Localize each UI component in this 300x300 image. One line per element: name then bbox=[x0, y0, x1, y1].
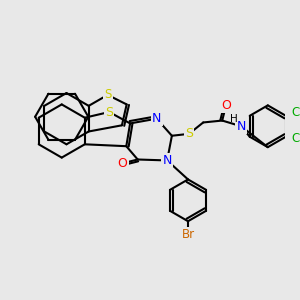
Text: Cl: Cl bbox=[292, 132, 300, 145]
Text: H: H bbox=[230, 114, 238, 124]
Text: S: S bbox=[104, 88, 111, 101]
Text: O: O bbox=[118, 157, 128, 170]
Text: N: N bbox=[152, 112, 161, 125]
Text: O: O bbox=[221, 99, 231, 112]
Text: S: S bbox=[185, 128, 193, 140]
Text: N: N bbox=[236, 120, 246, 133]
Text: Br: Br bbox=[182, 228, 195, 241]
Text: Cl: Cl bbox=[292, 106, 300, 118]
Text: N: N bbox=[162, 154, 172, 167]
Text: S: S bbox=[105, 106, 113, 118]
